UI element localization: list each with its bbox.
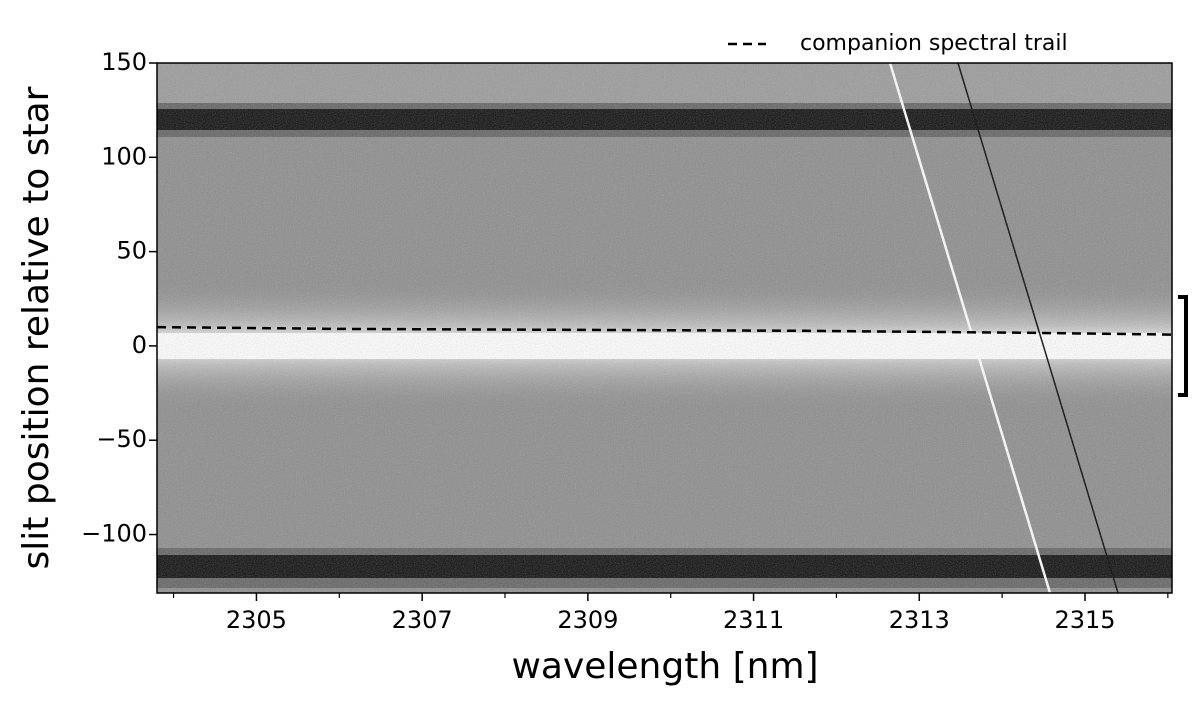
x-tick-label: 2309 bbox=[557, 606, 618, 634]
x-tick-label: 2307 bbox=[392, 606, 453, 634]
legend-label: companion spectral trail bbox=[800, 31, 1068, 56]
series-line bbox=[157, 325, 1172, 336]
x-tick-label: 2305 bbox=[226, 606, 287, 634]
y-tick-label: 150 bbox=[101, 48, 147, 76]
x-tick-label: 2313 bbox=[889, 606, 950, 634]
y-tick-label: −100 bbox=[81, 520, 147, 548]
y-tick-label: 50 bbox=[116, 237, 147, 265]
y-tick-label: −50 bbox=[96, 425, 147, 453]
y-tick-label: 0 bbox=[132, 331, 147, 359]
x-axis-label: wavelength [nm] bbox=[511, 646, 818, 687]
y-axis-label: slit position relative to star bbox=[16, 86, 57, 569]
x-tick-label: 2315 bbox=[1054, 606, 1115, 634]
bracket bbox=[1178, 295, 1188, 397]
y-tick-label: 100 bbox=[101, 142, 147, 170]
spectral-image bbox=[157, 63, 1172, 593]
x-tick-label: 2311 bbox=[723, 606, 784, 634]
